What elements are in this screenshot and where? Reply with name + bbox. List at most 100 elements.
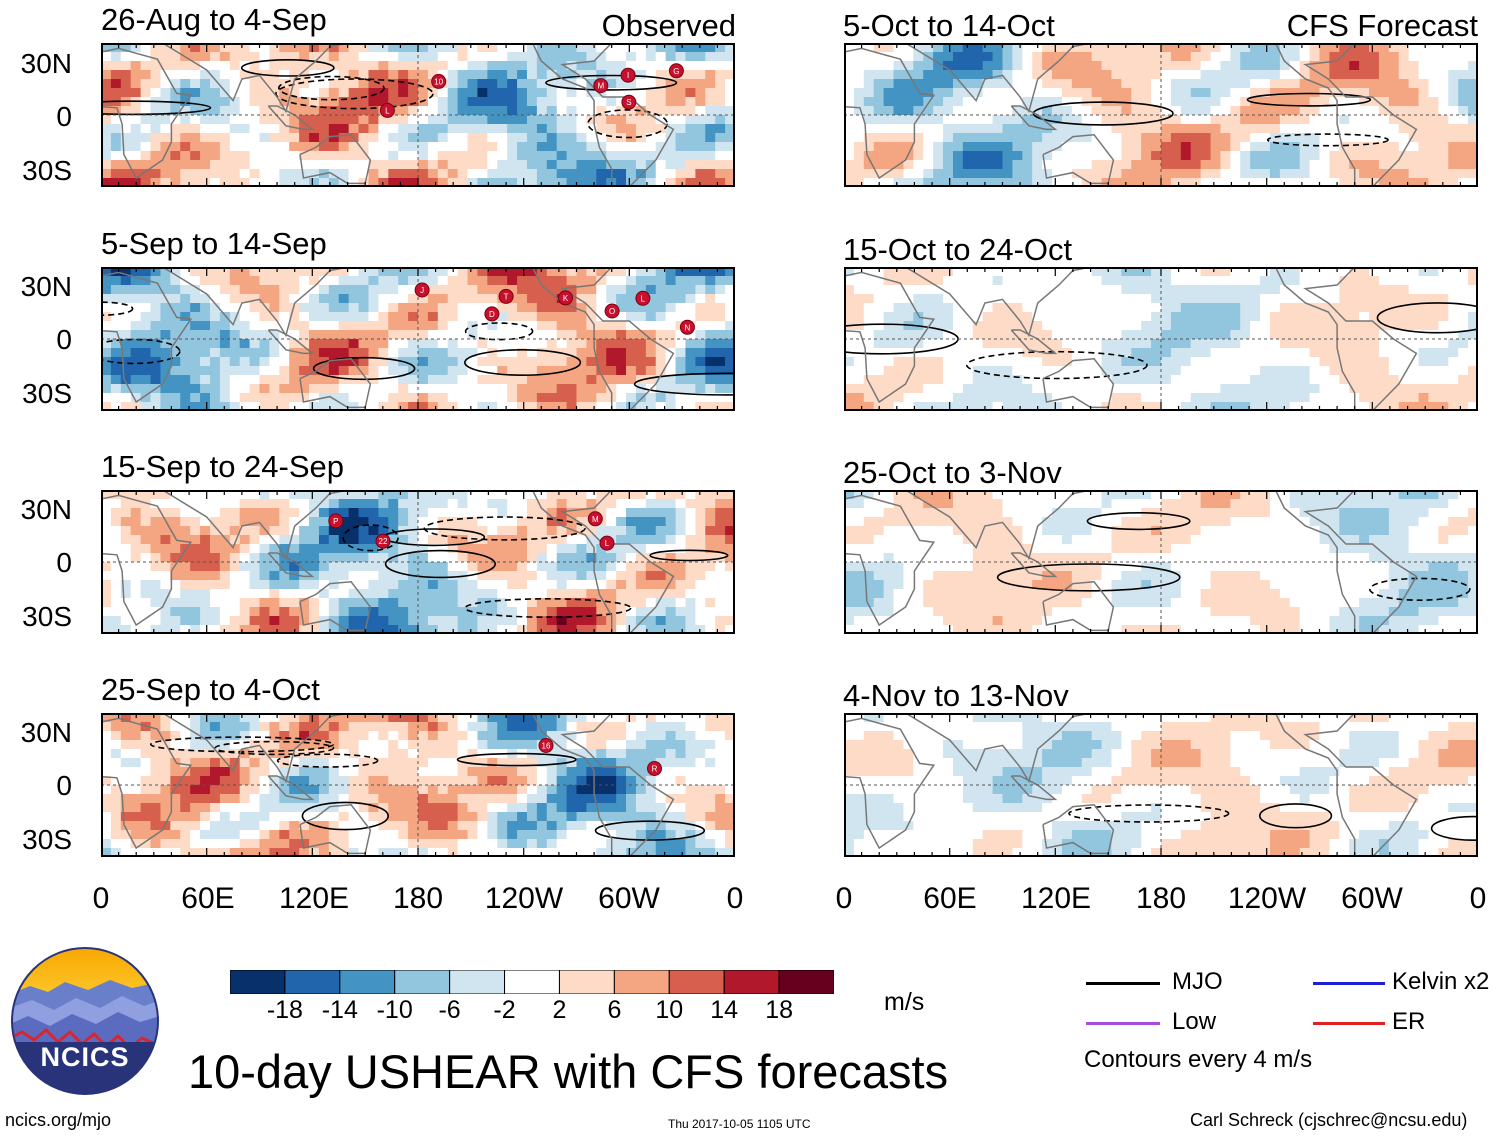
field-cell xyxy=(1319,88,1331,98)
field-cell xyxy=(348,43,360,53)
field-cell xyxy=(1230,88,1241,98)
lat-label-eq-4: 0 xyxy=(56,770,72,801)
field-cell xyxy=(190,276,201,286)
field-cell xyxy=(1309,79,1321,89)
field-cell xyxy=(289,285,300,295)
field-cell xyxy=(289,366,300,376)
field-cell xyxy=(408,321,419,331)
field-cell xyxy=(1269,88,1281,98)
field-cell xyxy=(279,70,290,80)
field-cell xyxy=(1061,79,1073,89)
field-cell xyxy=(398,366,409,376)
field-cell xyxy=(1101,52,1113,62)
field-cell xyxy=(150,294,162,304)
field-cell xyxy=(140,124,152,134)
field-cell xyxy=(695,544,706,554)
field-cell xyxy=(1032,52,1043,62)
field-cell xyxy=(229,79,241,89)
field-cell xyxy=(596,330,607,340)
field-cell xyxy=(477,330,488,340)
field-cell xyxy=(368,830,379,840)
field-cell xyxy=(626,366,637,376)
field-cell xyxy=(279,740,290,750)
field-cell xyxy=(536,830,548,840)
field-cell xyxy=(635,812,647,822)
field-cell xyxy=(299,294,310,304)
field-cell xyxy=(606,79,617,89)
field-cell xyxy=(368,508,379,518)
field-cell xyxy=(398,384,409,394)
field-cell xyxy=(209,151,221,161)
field-cell xyxy=(467,821,479,831)
field-cell xyxy=(378,321,389,331)
field-cell xyxy=(626,722,637,732)
field-cell xyxy=(249,375,261,385)
field-cell xyxy=(616,88,627,98)
field-cell xyxy=(556,339,568,349)
field-cell xyxy=(249,580,261,590)
field-cell xyxy=(715,285,726,295)
field-cell xyxy=(556,124,568,134)
field-cell xyxy=(309,713,320,723)
field-cell xyxy=(408,794,419,804)
field-cell xyxy=(1388,88,1400,98)
field-cell xyxy=(1170,79,1182,89)
field-cell xyxy=(616,830,627,840)
field-cell xyxy=(418,321,429,331)
field-cell xyxy=(318,375,330,385)
field-cell xyxy=(219,812,231,822)
field-cell xyxy=(338,758,350,768)
field-cell xyxy=(526,625,538,634)
field-cell xyxy=(447,330,459,340)
field-cell xyxy=(200,384,211,394)
field-cell xyxy=(190,142,201,152)
field-cell xyxy=(1091,52,1103,62)
field-cell xyxy=(338,97,350,107)
field-cell xyxy=(239,330,251,340)
field-cell xyxy=(626,616,637,626)
field-cell xyxy=(249,625,261,634)
field-cell xyxy=(200,276,211,286)
field-cell xyxy=(180,61,191,71)
field-cell xyxy=(110,553,122,563)
field-cell xyxy=(140,589,152,599)
field-cell xyxy=(289,821,300,831)
field-cell xyxy=(645,43,657,53)
field-cell xyxy=(418,839,429,849)
field-cell xyxy=(517,106,528,116)
field-cell xyxy=(586,812,597,822)
field-cell xyxy=(110,580,122,590)
field-cell xyxy=(586,303,597,313)
field-cell xyxy=(101,169,112,179)
field-cell xyxy=(566,178,578,187)
field-cell xyxy=(576,151,588,161)
field-cell xyxy=(190,571,201,581)
field-cell xyxy=(289,61,300,71)
field-cell xyxy=(1161,43,1172,53)
field-cell xyxy=(685,580,696,590)
field-cell xyxy=(408,580,419,590)
field-cell xyxy=(299,544,310,554)
field-cell xyxy=(219,713,231,723)
field-cell xyxy=(725,580,735,590)
field-cell xyxy=(477,124,488,134)
field-cell xyxy=(368,169,379,179)
field-cell xyxy=(556,625,568,634)
field-cell xyxy=(635,713,647,723)
field-cell xyxy=(259,713,271,723)
field-cell xyxy=(497,303,508,313)
field-cell xyxy=(219,616,231,626)
field-cell xyxy=(467,402,479,411)
field-cell xyxy=(665,321,677,331)
field-cell xyxy=(507,79,518,89)
field-cell xyxy=(526,312,538,322)
field-cell xyxy=(903,79,914,89)
field-cell xyxy=(209,526,221,536)
field-cell xyxy=(239,106,251,116)
field-cell xyxy=(526,160,538,170)
field-cell xyxy=(596,803,607,813)
field-cell xyxy=(299,267,310,277)
field-cell xyxy=(378,339,389,349)
field-cell xyxy=(586,731,597,741)
field-cell xyxy=(299,384,310,394)
